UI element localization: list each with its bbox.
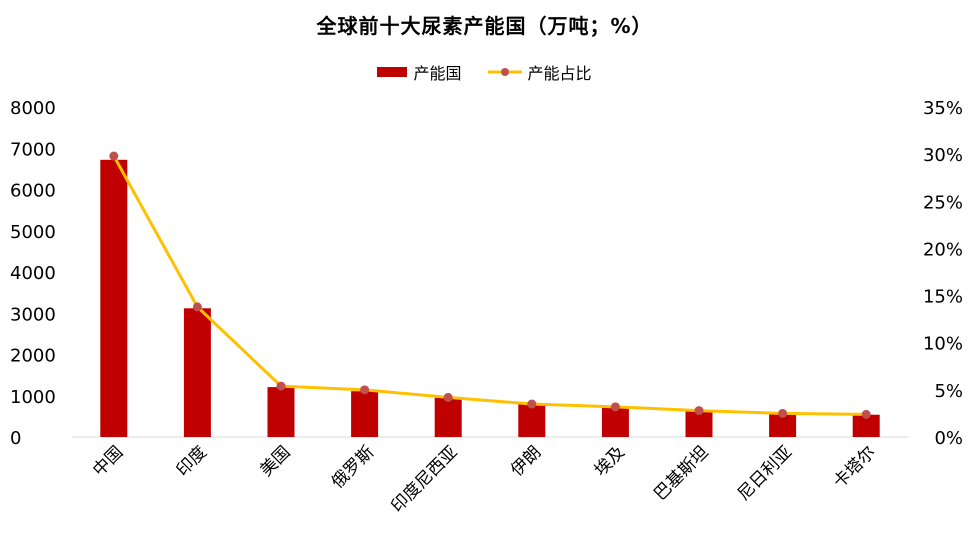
- chart-title: 全球前十大尿素产能国（万吨；%）: [316, 14, 653, 38]
- y-right-tick-label: 25%: [923, 192, 963, 213]
- y-left-tick-label: 2000: [10, 346, 56, 367]
- x-tick-label: 卡塔尔: [830, 442, 880, 492]
- y-left-tick-label: 4000: [10, 263, 56, 284]
- share-point: [527, 399, 537, 409]
- bar: [183, 308, 211, 437]
- y-right-tick-label: 30%: [923, 145, 963, 166]
- legend-bar-swatch: [377, 67, 408, 77]
- legend-label-line: 产能占比: [527, 64, 592, 83]
- bar: [518, 404, 546, 437]
- share-point: [610, 402, 620, 412]
- x-tick-label: 美国: [256, 442, 294, 480]
- bar: [100, 159, 128, 438]
- x-tick-label: 巴基斯坦: [650, 442, 712, 504]
- share-line: [112, 155, 867, 416]
- legend-label-bar: 产能国: [413, 64, 462, 83]
- y-left-tick-label: 1000: [10, 387, 56, 408]
- bar: [769, 413, 797, 437]
- bar: [351, 391, 379, 437]
- share-point: [694, 406, 704, 416]
- bar: [601, 406, 629, 437]
- share-point: [778, 408, 788, 418]
- bar: [852, 414, 880, 437]
- share-point: [276, 381, 286, 391]
- y-right-tick-label: 5%: [934, 381, 963, 402]
- x-tick-label: 印度: [173, 442, 211, 480]
- legend-item-bar: 产能国: [377, 60, 462, 84]
- share-point: [192, 302, 202, 312]
- y-left-tick-label: 7000: [10, 139, 56, 160]
- y-right-tick-label: 35%: [923, 98, 963, 119]
- legend-line-swatch: [487, 68, 522, 76]
- y-right-tick-label: 10%: [923, 334, 963, 355]
- bar: [267, 387, 295, 437]
- y-right-tick-label: 15%: [923, 287, 963, 308]
- y-left-tick-label: 3000: [10, 304, 56, 325]
- share-point: [360, 385, 370, 395]
- bar: [434, 397, 462, 437]
- share-point: [443, 392, 453, 402]
- y-right-tick-label: 0%: [934, 428, 963, 449]
- x-tick-label: 尼日利亚: [734, 442, 796, 504]
- legend-item-line: 产能占比: [487, 60, 592, 84]
- y-right-tick-label: 20%: [923, 239, 963, 260]
- x-tick-label: 中国: [89, 442, 127, 480]
- x-tick-label: 印度尼西亚: [387, 442, 461, 516]
- y-left-tick-label: 8000: [10, 98, 56, 119]
- x-tick-label: 俄罗斯: [328, 442, 378, 492]
- x-tick-label: 埃及: [591, 442, 629, 480]
- legend: 产能国 产能占比: [0, 60, 969, 84]
- share-point: [109, 151, 119, 161]
- y-left-tick-label: 6000: [10, 181, 56, 202]
- x-tick-label: 伊朗: [507, 442, 545, 480]
- share-point: [861, 409, 871, 419]
- y-left-tick-label: 5000: [10, 222, 56, 243]
- y-left-tick-label: 0: [10, 428, 21, 449]
